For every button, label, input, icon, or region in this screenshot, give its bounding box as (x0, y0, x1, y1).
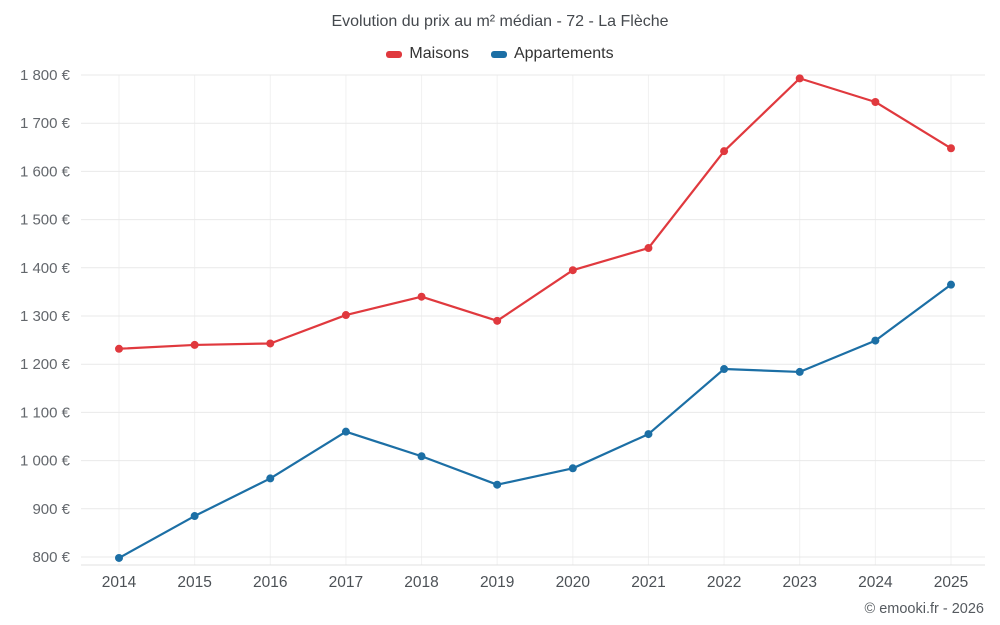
series-line-appartements (117, 283, 953, 560)
data-point-maisons-2025[interactable] (947, 144, 955, 153)
x-axis-tick-label: 2019 (480, 574, 514, 591)
x-axis-tick-label: 2020 (556, 574, 591, 591)
data-point-maisons-2020[interactable] (568, 266, 577, 275)
data-point-appartements-2021[interactable] (644, 430, 653, 439)
data-point-appartements-2025[interactable] (947, 280, 955, 289)
legend-label-appartements: Appartements (513, 45, 614, 62)
data-point-appartements-2018[interactable] (417, 452, 426, 461)
x-axis-tick-label: 2025 (934, 574, 968, 591)
data-point-maisons-2023[interactable] (795, 74, 804, 83)
y-axis-tick-label: 1 700 € (20, 115, 71, 132)
chart-legend: Maisons Appartements (0, 45, 1000, 63)
data-point-appartements-2020[interactable] (568, 464, 577, 473)
x-axis-tick-label: 2018 (404, 574, 438, 591)
appartements-legend-marker-icon (490, 50, 507, 58)
data-point-maisons-2016[interactable] (266, 339, 275, 348)
legend-label-maisons: Maisons (409, 45, 469, 62)
data-point-maisons-2014[interactable] (115, 344, 123, 353)
x-axis-tick-label: 2016 (253, 574, 287, 591)
data-point-appartements-2019[interactable] (493, 480, 502, 489)
data-point-appartements-2022[interactable] (720, 365, 729, 374)
data-point-maisons-2017[interactable] (341, 311, 350, 320)
y-axis-tick-label: 1 000 € (20, 453, 71, 470)
y-axis-tick-label: 800 € (32, 549, 70, 566)
x-axis-tick-label: 2017 (329, 574, 363, 591)
y-axis-tick-label: 1 400 € (20, 260, 71, 277)
legend-item-maisons[interactable]: Maisons (386, 45, 469, 63)
data-point-appartements-2024[interactable] (871, 336, 880, 345)
data-point-appartements-2023[interactable] (795, 367, 804, 376)
data-point-appartements-2017[interactable] (341, 427, 350, 436)
data-point-appartements-2014[interactable] (115, 553, 123, 562)
maisons-legend-marker-icon (386, 50, 403, 58)
data-point-maisons-2021[interactable] (644, 244, 653, 253)
y-axis-tick-label: 1 300 € (20, 308, 71, 325)
y-axis-tick-label: 900 € (32, 501, 70, 518)
chart-title: Evolution du prix au m² médian - 72 - La… (331, 13, 669, 30)
data-point-appartements-2015[interactable] (190, 512, 199, 521)
y-axis-tick-label: 1 100 € (20, 404, 71, 421)
y-axis-tick-label: 1 500 € (20, 212, 71, 229)
data-point-maisons-2022[interactable] (720, 147, 729, 156)
y-axis-tick-label: 1 200 € (20, 356, 71, 373)
data-point-maisons-2015[interactable] (190, 340, 199, 349)
y-axis-tick-label: 1 600 € (20, 163, 71, 180)
y-axis-tick-label: 1 800 € (20, 67, 71, 84)
x-axis-tick-label: 2023 (782, 574, 816, 591)
x-axis-tick-label: 2015 (177, 574, 211, 591)
data-point-maisons-2018[interactable] (417, 292, 426, 301)
series-line-maisons (117, 77, 953, 350)
x-axis-tick-label: 2022 (707, 574, 741, 591)
data-point-appartements-2016[interactable] (266, 474, 275, 483)
data-point-maisons-2019[interactable] (493, 316, 502, 325)
data-point-maisons-2024[interactable] (871, 97, 880, 106)
chart-attribution: © emooki.fr - 2026 (864, 601, 984, 617)
x-axis-tick-label: 2021 (631, 574, 665, 591)
x-axis-tick-label: 2014 (102, 574, 137, 591)
legend-item-appartements[interactable]: Appartements (490, 45, 614, 63)
x-axis-tick-label: 2024 (858, 574, 893, 591)
